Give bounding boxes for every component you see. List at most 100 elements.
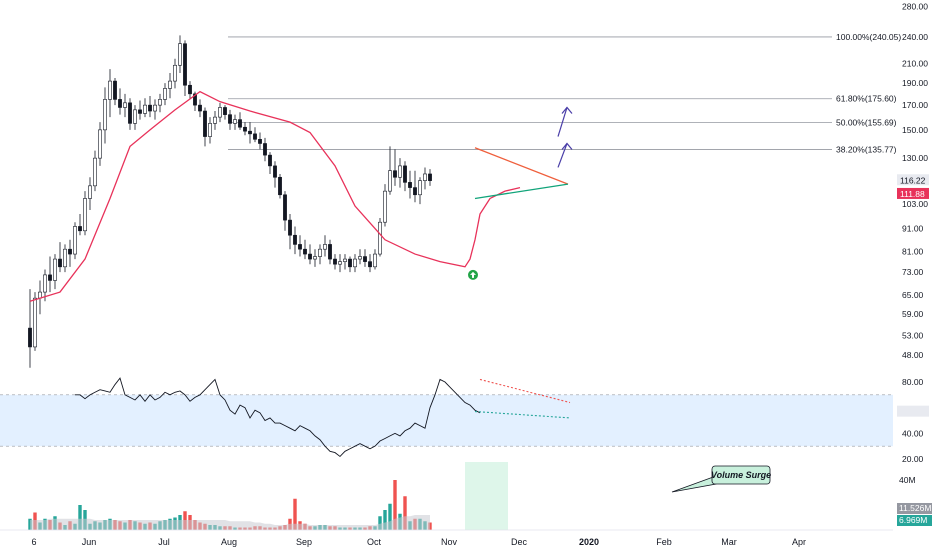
candle-body xyxy=(373,253,377,268)
price-tick-10: 81.00 xyxy=(902,247,924,257)
candle-body xyxy=(43,274,47,293)
price-tick-12: 65.00 xyxy=(902,290,924,300)
candle-body xyxy=(48,274,52,281)
volume-bar xyxy=(78,505,82,530)
candle-body xyxy=(53,258,57,281)
candle-body xyxy=(68,248,72,255)
candle-body xyxy=(343,258,347,262)
candle-body xyxy=(323,244,327,250)
volume-badge-2 xyxy=(897,515,932,526)
candle-body xyxy=(213,116,217,124)
time-tick-7: Dec xyxy=(511,537,528,547)
candle-body xyxy=(308,253,312,260)
last-price-badge xyxy=(897,174,929,186)
candle-body xyxy=(133,109,137,124)
candle-body xyxy=(243,126,247,132)
candle-body xyxy=(318,248,322,257)
volume-tick-2: 6.969M xyxy=(899,515,927,525)
volume-surge-label: Volume Surge xyxy=(711,470,771,480)
volume-tick-0: 40M xyxy=(899,475,916,485)
candle-body xyxy=(148,104,152,112)
ma-value-label: 111.88 xyxy=(900,189,925,199)
volume-surge-highlight xyxy=(465,462,508,530)
candle-body xyxy=(238,119,242,128)
triangle-lower-line xyxy=(474,183,569,200)
candle-body xyxy=(368,261,372,268)
candle-body xyxy=(428,173,432,181)
candle-body xyxy=(358,256,362,260)
candle-body xyxy=(333,258,337,265)
time-tick-1: Jun xyxy=(82,537,97,547)
candle-body xyxy=(248,130,252,135)
rsi-divergence-upper xyxy=(479,378,571,404)
candle-body xyxy=(113,80,117,100)
candle-body xyxy=(268,154,272,167)
price-tick-15: 48.00 xyxy=(902,350,924,360)
candle-body xyxy=(273,165,277,178)
price-tick-2: 210.00 xyxy=(902,58,928,68)
volume-pane: Volume Surge xyxy=(28,462,771,530)
candle-body xyxy=(153,104,157,112)
rsi-pane xyxy=(0,377,893,458)
candle-body xyxy=(263,143,267,156)
candle-body xyxy=(198,104,202,112)
fib-label-0: 100.00%(240.05) xyxy=(836,32,901,42)
rsi-tick-0: 80.00 xyxy=(902,377,924,387)
time-tick-9: Feb xyxy=(656,537,672,547)
candle-body xyxy=(223,107,227,115)
time-tick-3: Aug xyxy=(221,537,237,547)
candle-body xyxy=(418,180,422,196)
candle-body xyxy=(83,198,87,232)
candle-body xyxy=(393,170,397,178)
candle-body xyxy=(288,219,292,236)
target-arrow-0 xyxy=(557,143,568,168)
candle-body xyxy=(353,258,357,268)
candle-body xyxy=(173,64,177,82)
time-tick-5: Oct xyxy=(367,537,382,547)
time-tick-2: Jul xyxy=(158,537,170,547)
price-tick-3: 190.00 xyxy=(902,78,928,88)
candle-body xyxy=(158,99,162,106)
candle-body xyxy=(348,258,352,268)
annotations xyxy=(468,106,573,280)
candle-body xyxy=(278,176,282,196)
breakout-arrow-icon xyxy=(470,271,476,278)
candle-body xyxy=(163,88,167,100)
price-tick-8: 103.00 xyxy=(902,199,928,209)
candle-body xyxy=(178,43,182,66)
volume-badge-1 xyxy=(897,503,932,514)
volume-bar xyxy=(393,480,397,530)
candle-body xyxy=(403,165,407,183)
candle-body xyxy=(123,102,127,108)
candle-body xyxy=(93,157,97,187)
candle-body xyxy=(383,190,387,223)
candle-body xyxy=(143,104,147,114)
volume-bar xyxy=(293,498,297,530)
candle-body xyxy=(188,84,192,95)
last-price-label: 116.22 xyxy=(900,175,926,185)
candle-body xyxy=(413,187,417,196)
triangle-upper-line xyxy=(474,147,569,185)
price-tick-5: 150.00 xyxy=(902,125,928,135)
candle-body xyxy=(118,99,122,108)
volume-ma-area xyxy=(30,515,430,530)
candle-body xyxy=(103,99,107,131)
candle-body xyxy=(363,256,367,262)
candle-body xyxy=(208,123,212,137)
price-tick-11: 73.00 xyxy=(902,267,924,277)
price-tick-0: 280.00 xyxy=(902,2,928,12)
candle-body xyxy=(258,139,262,144)
volume-tick-1: 11.526M xyxy=(899,503,931,513)
time-tick-10: Mar xyxy=(721,537,737,547)
candle-body xyxy=(73,226,77,255)
volume-surge-box xyxy=(711,465,771,485)
volume-bar xyxy=(378,516,382,530)
candle-body xyxy=(388,170,392,192)
candle-body xyxy=(88,185,92,199)
candle-body xyxy=(228,114,232,124)
candle-body xyxy=(193,93,197,106)
candle-body xyxy=(283,194,287,221)
